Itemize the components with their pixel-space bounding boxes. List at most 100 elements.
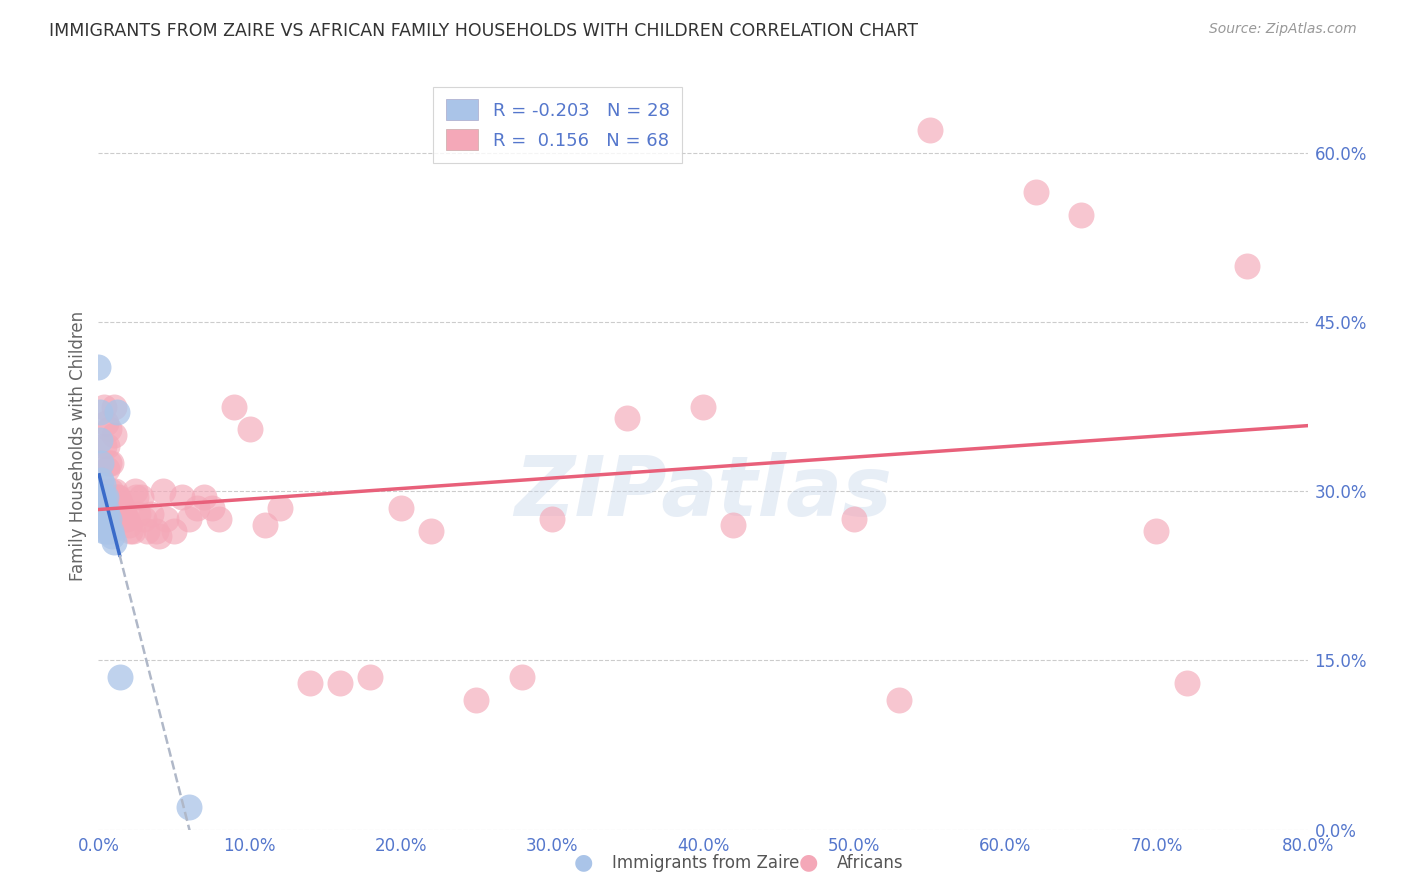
Point (179, 512, 201, 526)
Point (100, 484, 122, 499)
Point (107, 490, 129, 504)
Point (110, 501, 132, 516)
Point (224, 400, 246, 414)
Point (127, 507, 149, 521)
Point (104, 484, 127, 499)
Point (179, 800, 201, 814)
Point (111, 501, 134, 516)
Point (94, 417, 117, 431)
Point (163, 524, 186, 538)
Point (148, 529, 170, 543)
Point (101, 490, 124, 504)
Point (89, 405, 111, 419)
Point (510, 670, 533, 684)
Point (239, 422, 262, 436)
Point (155, 512, 177, 526)
Point (201, 501, 224, 516)
Point (90, 490, 112, 504)
Point (91, 501, 114, 516)
Point (91, 478, 114, 492)
Point (103, 427, 125, 442)
Point (100, 524, 122, 538)
Point (93, 512, 115, 526)
Text: Source: ZipAtlas.com: Source: ZipAtlas.com (1209, 22, 1357, 37)
Point (616, 410, 638, 425)
Point (118, 518, 141, 533)
Point (170, 490, 193, 504)
Point (124, 484, 146, 499)
Point (132, 512, 155, 526)
Text: ●: ● (574, 853, 593, 872)
Legend: R = -0.203   N = 28, R =  0.156   N = 68: R = -0.203 N = 28, R = 0.156 N = 68 (433, 87, 682, 163)
Point (329, 676, 352, 690)
Point (108, 495, 131, 509)
Point (93, 501, 115, 516)
Point (105, 405, 128, 419)
Point (360, 670, 382, 684)
Point (540, 512, 562, 526)
Point (269, 501, 291, 516)
Point (96, 518, 118, 533)
Point (918, 123, 941, 137)
Point (87, 359, 110, 374)
Point (93, 490, 115, 504)
Point (1024, 185, 1046, 199)
Point (465, 693, 488, 707)
Point (253, 518, 276, 533)
Point (90, 490, 112, 504)
Point (692, 400, 714, 414)
Point (299, 676, 322, 690)
Point (208, 512, 231, 526)
Point (844, 512, 866, 526)
Point (91, 490, 114, 504)
Point (112, 507, 135, 521)
Point (93, 524, 115, 538)
Point (889, 693, 911, 707)
Point (96, 461, 118, 475)
Point (1144, 524, 1167, 538)
Point (723, 518, 745, 533)
Point (93, 439, 115, 453)
Point (1070, 208, 1092, 222)
Point (98, 512, 121, 526)
Point (100, 456, 122, 470)
Point (420, 524, 443, 538)
Point (186, 501, 208, 516)
Text: Immigrants from Zaire: Immigrants from Zaire (612, 855, 799, 872)
Point (103, 400, 125, 414)
Point (1236, 259, 1258, 273)
Point (101, 529, 124, 543)
Point (141, 507, 163, 521)
Point (145, 524, 167, 538)
Text: ●: ● (799, 853, 818, 872)
Point (125, 490, 148, 504)
Point (90, 456, 112, 470)
Point (135, 524, 157, 538)
Point (93, 400, 115, 414)
Point (98, 456, 121, 470)
Point (193, 490, 215, 504)
Point (98, 524, 121, 538)
Point (94, 490, 117, 504)
Text: IMMIGRANTS FROM ZAIRE VS AFRICAN FAMILY HOUSEHOLDS WITH CHILDREN CORRELATION CHA: IMMIGRANTS FROM ZAIRE VS AFRICAN FAMILY … (49, 22, 918, 40)
Point (122, 524, 145, 538)
Point (94, 501, 117, 516)
Point (91, 512, 114, 526)
Text: ZIPatlas: ZIPatlas (515, 451, 891, 533)
Point (120, 524, 142, 538)
Point (1175, 676, 1198, 690)
Point (94, 512, 117, 526)
Point (89, 434, 111, 448)
Point (96, 439, 118, 453)
Point (89, 484, 111, 499)
Point (94, 524, 117, 538)
Point (115, 512, 138, 526)
Point (90, 473, 112, 487)
Point (389, 501, 412, 516)
Point (152, 484, 174, 499)
Point (114, 512, 136, 526)
Y-axis label: Family Households with Children: Family Households with Children (69, 311, 87, 581)
Point (98, 422, 121, 436)
Point (129, 490, 152, 504)
Point (103, 535, 125, 549)
